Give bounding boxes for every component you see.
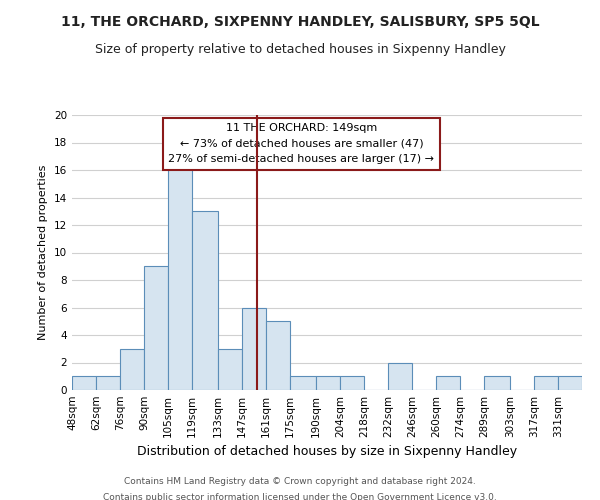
Bar: [534, 376, 558, 390]
Bar: [266, 322, 290, 390]
Text: Size of property relative to detached houses in Sixpenny Handley: Size of property relative to detached ho…: [95, 42, 505, 56]
Bar: [144, 266, 168, 390]
Bar: [558, 376, 582, 390]
Bar: [484, 376, 510, 390]
X-axis label: Distribution of detached houses by size in Sixpenny Handley: Distribution of detached houses by size …: [137, 446, 517, 458]
Text: Contains public sector information licensed under the Open Government Licence v3: Contains public sector information licen…: [103, 492, 497, 500]
Bar: [388, 362, 412, 390]
Bar: [192, 211, 218, 390]
Bar: [168, 142, 192, 390]
Y-axis label: Number of detached properties: Number of detached properties: [38, 165, 49, 340]
Text: Contains HM Land Registry data © Crown copyright and database right 2024.: Contains HM Land Registry data © Crown c…: [124, 478, 476, 486]
Bar: [72, 376, 96, 390]
Bar: [242, 308, 266, 390]
Bar: [290, 376, 316, 390]
Bar: [340, 376, 364, 390]
Bar: [316, 376, 340, 390]
Bar: [218, 349, 242, 390]
Bar: [436, 376, 460, 390]
Bar: [96, 376, 120, 390]
Text: 11, THE ORCHARD, SIXPENNY HANDLEY, SALISBURY, SP5 5QL: 11, THE ORCHARD, SIXPENNY HANDLEY, SALIS…: [61, 15, 539, 29]
Text: 11 THE ORCHARD: 149sqm
← 73% of detached houses are smaller (47)
27% of semi-det: 11 THE ORCHARD: 149sqm ← 73% of detached…: [169, 123, 434, 164]
Bar: [120, 349, 144, 390]
